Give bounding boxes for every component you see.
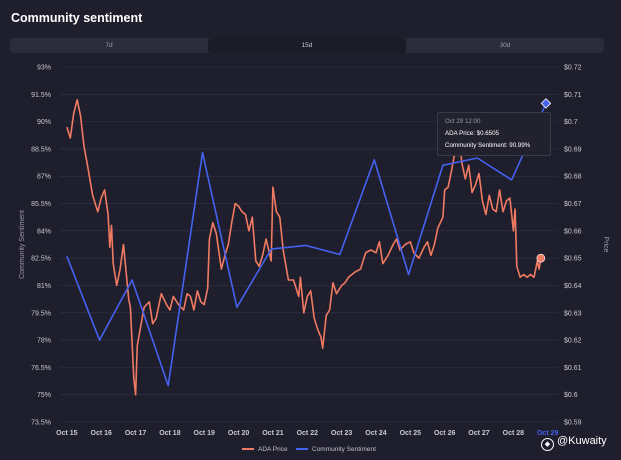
x-tick-label: Oct 23 [331,430,353,437]
x-tick-label: Oct 28 [503,430,525,437]
x-tick-label: Oct 18 [159,430,181,437]
tooltip-date: Oct 29 12:00 [445,118,481,125]
y-left-tick-label: 79.5% [31,310,51,317]
chart-tooltip: Oct 29 12:00 ADA Price: $0.6505 Communit… [437,112,551,156]
x-tick-label: Oct 20 [228,430,250,437]
x-tick-label: Oct 21 [262,430,284,437]
y-left-tick-label: 90% [37,119,51,126]
y-left-tick-label: 84% [37,228,51,235]
y-right-tick-label: $0.61 [564,365,582,372]
y-right-tick-label: $0.62 [564,338,582,345]
y-right-tick-label: $0.59 [564,420,582,427]
x-tick-label: Oct 26 [434,430,456,437]
sentiment-line [66,103,547,387]
x-tick-label: Oct 24 [365,430,387,437]
legend-swatch-price [242,448,254,451]
y-right-tick-label: $0.68 [564,174,582,181]
y-left-tick-label: 85.5% [31,201,51,208]
y-right-tick-label: $0.64 [564,283,582,290]
tooltip-price: ADA Price: $0.6505 [445,130,500,137]
tab-15d[interactable]: 15d [208,38,406,53]
y-right-tick-label: $0.63 [564,310,582,317]
chart-legend: ADA Price Community Sentiment [0,446,621,458]
y-right-tick-label: $0.6 [564,392,578,399]
x-tick-label: Oct 19 [194,430,216,437]
watermark-text: @Kuwaity [557,435,607,447]
legend-label-sentiment: Community Sentiment [312,446,376,453]
y-left-tick-label: 87% [37,174,51,181]
sentiment-end-marker [540,98,552,109]
y-left-tick-label: 88.5% [31,146,51,153]
tab-7d[interactable]: 7d [105,42,113,49]
watermark: ◆ @Kuwaity [541,435,607,451]
timeframe-tabs: 7d 15d 30d [10,38,604,53]
y-left-tick-label: 76.5% [31,365,51,372]
y-left-axis-title: Community Sentiment [19,210,26,279]
x-tick-label: Oct 27 [468,430,490,437]
y-left-tick-label: 82.5% [31,256,51,263]
y-left-tick-label: 78% [37,338,51,345]
price-line [66,99,542,396]
y-right-tick-label: $0.69 [564,146,582,153]
x-tick-label: Oct 29 [537,430,559,437]
y-right-tick-label: $0.67 [564,201,582,208]
y-left-tick-label: 91.5% [31,92,51,99]
x-tick-label: Oct 15 [56,430,78,437]
x-tick-label: Oct 25 [400,430,422,437]
y-left-tick-label: 81% [37,283,51,290]
legend-swatch-sentiment [296,448,308,451]
y-right-tick-label: $0.72 [564,65,582,72]
y-right-tick-label: $0.65 [564,256,582,263]
y-left-tick-label: 93% [37,65,51,72]
legend-item-sentiment[interactable]: Community Sentiment [296,446,376,453]
y-right-tick-label: $0.71 [564,92,582,99]
y-left-tick-label: 75% [37,392,51,399]
x-tick-label: Oct 16 [91,430,113,437]
page-title: Community sentiment [11,11,143,25]
price-end-marker [536,253,546,263]
y-right-tick-label: $0.7 [564,119,578,126]
watermark-logo-icon: ◆ [541,438,554,451]
tab-30d[interactable]: 30d [499,42,511,49]
legend-item-price[interactable]: ADA Price [242,446,288,453]
x-tick-label: Oct 17 [125,430,147,437]
y-right-tick-label: $0.66 [564,228,582,235]
y-left-tick-label: 73.5% [31,420,51,427]
x-tick-label: Oct 22 [297,430,319,437]
tooltip-sentiment: Community Sentiment: 90.99% [445,142,531,149]
y-right-axis-title: Price [602,237,609,253]
legend-label-price: ADA Price [258,446,288,453]
